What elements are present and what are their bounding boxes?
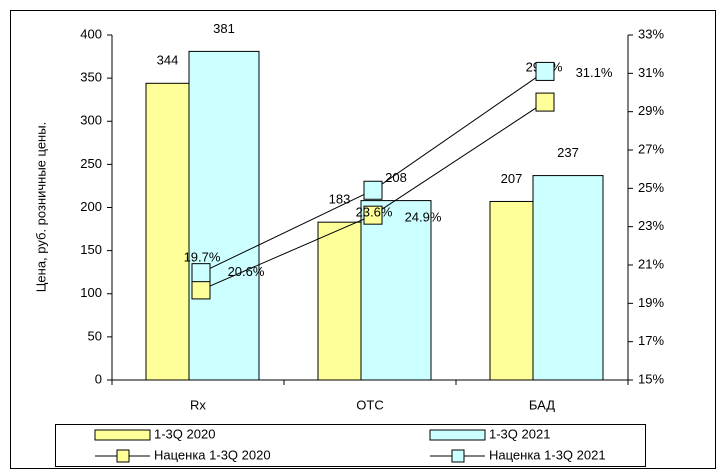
bar xyxy=(532,175,604,381)
y2-tick-label: 21% xyxy=(638,256,664,271)
y2-tick-label: 15% xyxy=(638,371,664,386)
legend-marker xyxy=(116,449,130,463)
legend-swatch xyxy=(94,429,151,441)
line-marker xyxy=(363,205,383,225)
bar-value-label: 208 xyxy=(385,170,407,185)
legend-marker xyxy=(451,449,465,463)
bar xyxy=(317,221,362,381)
line-marker xyxy=(535,92,555,112)
legend-label: Наценка 1-3Q 2020 xyxy=(154,447,271,462)
line-marker xyxy=(191,280,211,300)
bar-value-label: 344 xyxy=(157,53,179,68)
y-tick-label: 250 xyxy=(80,156,102,171)
y2-tick-label: 31% xyxy=(638,65,664,80)
y2-tick-label: 19% xyxy=(638,295,664,310)
y2-tick-label: 17% xyxy=(638,333,664,348)
line-value-label: 23.6% xyxy=(356,205,393,220)
x-tick-label: БАД xyxy=(529,397,555,412)
y2-tick-label: 27% xyxy=(638,141,664,156)
y-tick-label: 50 xyxy=(88,328,102,343)
x-tick-label: OTC xyxy=(356,397,383,412)
y2-tick-label: 23% xyxy=(638,218,664,233)
bar-value-label: 237 xyxy=(557,145,579,160)
y-tick-label: 0 xyxy=(95,371,102,386)
bar xyxy=(360,200,432,381)
y2-tick-label: 33% xyxy=(638,26,664,41)
y-tick-label: 300 xyxy=(80,113,102,128)
y2-tick-label: 25% xyxy=(638,180,664,195)
y2-tick-label: 29% xyxy=(638,103,664,118)
line-marker xyxy=(363,180,383,200)
y-tick-label: 350 xyxy=(80,70,102,85)
line-marker xyxy=(535,61,555,81)
line-value-label: 31.1% xyxy=(576,65,613,80)
line-value-label: 24.9% xyxy=(405,210,442,225)
bar-value-label: 381 xyxy=(213,21,235,36)
bar xyxy=(489,200,534,381)
y-tick-label: 100 xyxy=(80,285,102,300)
y-tick-label: 150 xyxy=(80,242,102,257)
y-tick-label: 400 xyxy=(80,26,102,41)
bar-value-label: 207 xyxy=(501,171,523,186)
bar xyxy=(188,50,260,381)
legend-frame xyxy=(55,424,646,467)
line-value-label: 20.6% xyxy=(228,264,265,279)
legend-label: Наценка 1-3Q 2021 xyxy=(489,447,606,462)
legend-swatch xyxy=(429,429,486,441)
x-tick-label: Rx xyxy=(190,397,206,412)
legend-label: 1-3Q 2020 xyxy=(154,426,215,441)
bar-value-label: 183 xyxy=(329,192,351,207)
line-marker xyxy=(191,263,211,283)
line-value-label: 19.7% xyxy=(184,249,221,264)
bar xyxy=(145,82,190,381)
legend-label: 1-3Q 2021 xyxy=(489,426,550,441)
y-axis-label: Цена, руб. розничные цены. xyxy=(33,122,48,292)
y-tick-label: 200 xyxy=(80,199,102,214)
